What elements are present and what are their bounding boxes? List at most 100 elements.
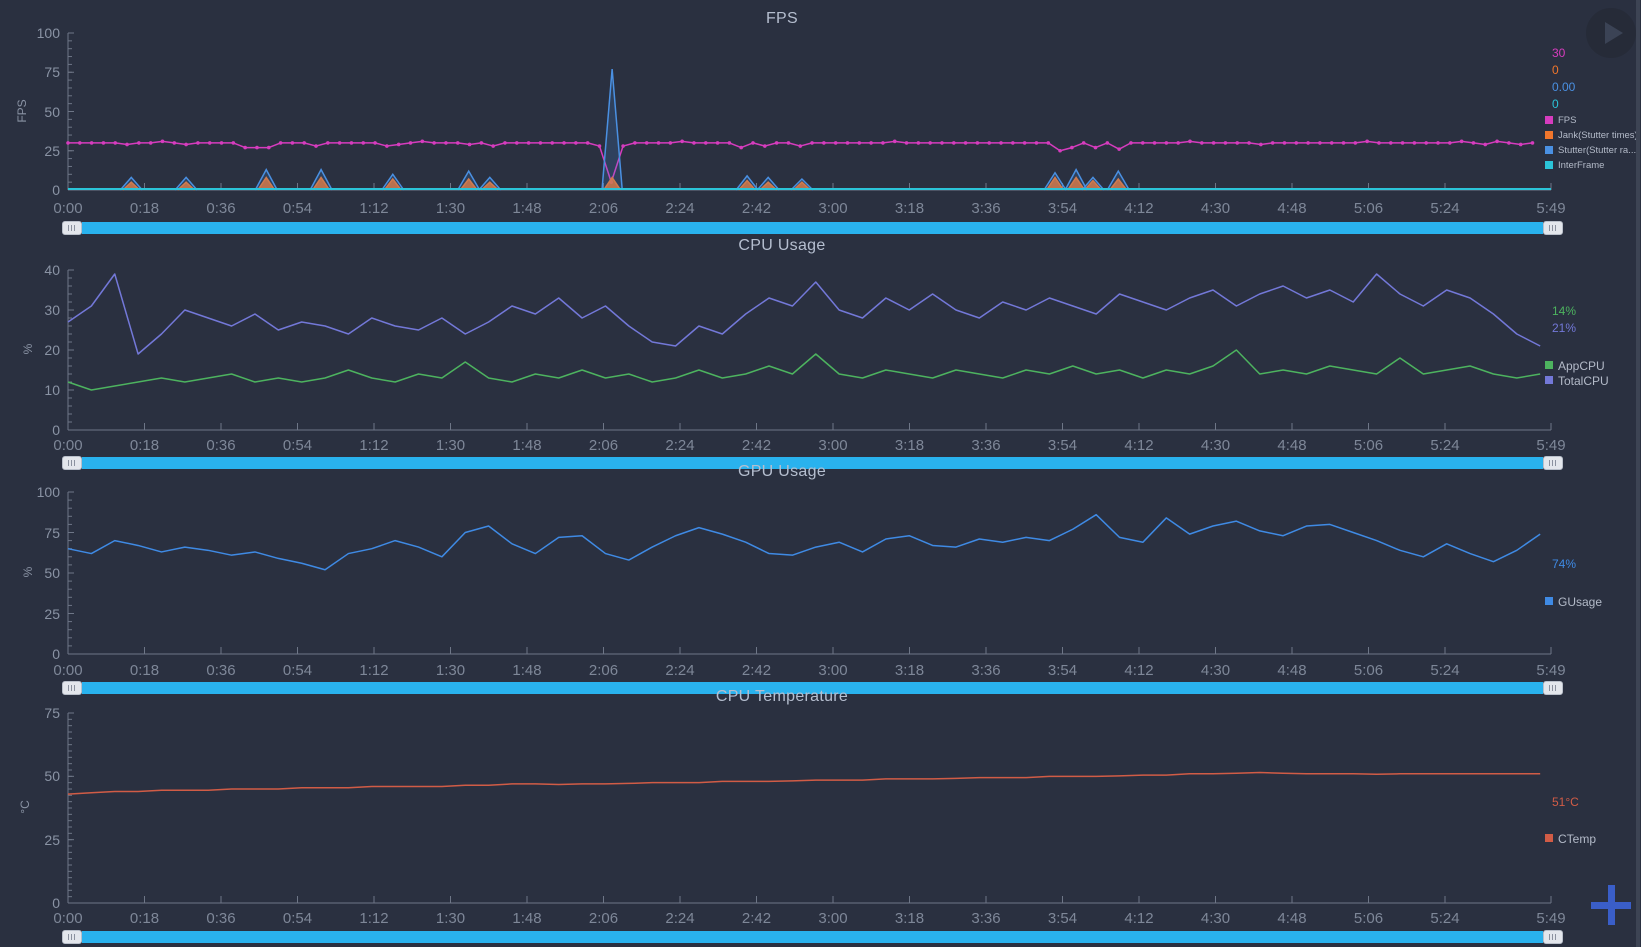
y-tick-label: 25 [44,142,60,159]
y-tick-label: 40 [44,262,60,278]
x-tick-label: 1:48 [512,200,542,217]
x-tick-label: 4:30 [1200,662,1231,679]
x-tick-label: 4:30 [1200,437,1231,454]
x-tick-label: 2:06 [588,200,619,217]
scrollbar-range-bar[interactable] [82,457,1543,469]
x-tick-label: 5:49 [1536,200,1566,217]
x-tick-label: 3:18 [894,662,925,679]
x-tick-label: 3:36 [971,200,1001,217]
temperature-chart-title: CPU Temperature [715,688,849,705]
scrollbar-left-handle[interactable] [62,930,82,944]
scrollbar-left-handle[interactable] [62,456,82,470]
x-tick-label: 3:00 [818,437,848,454]
x-tick-label: 2:42 [741,662,772,679]
y-tick-label: 50 [44,768,60,785]
y-tick-label: 75 [44,64,60,81]
legend-item[interactable]: InterFrame [1545,160,1604,175]
grip-icon [68,225,76,231]
x-tick-label: 1:12 [359,437,389,454]
y-tick-label: 30 [44,302,60,318]
legend-item[interactable]: TotalCPU [1545,373,1609,388]
x-tick-label: 0:36 [206,662,236,679]
x-tick-label: 3:00 [818,200,848,217]
page-scrollbar[interactable] [1636,0,1640,947]
legend-swatch [1545,375,1553,384]
x-tick-label: 1:12 [359,200,389,217]
scrollbar-range-bar[interactable] [82,682,1543,694]
x-tick-label: 0:00 [53,437,83,454]
series-current-value: 0 [1552,63,1559,77]
x-tick-label: 1:48 [512,910,542,927]
x-tick-label: 1:30 [435,437,466,454]
x-tick-label: 4:12 [1124,200,1154,217]
x-tick-label: 0:18 [129,437,160,454]
legend-item[interactable]: GUsage [1545,594,1602,609]
add-chart-button[interactable] [1591,885,1631,925]
grip-icon [1549,225,1557,231]
x-tick-label: 2:42 [741,437,772,454]
play-button[interactable] [1586,8,1636,58]
x-tick-label: 2:06 [588,662,619,679]
x-tick-label: 3:00 [818,662,848,679]
legend-item[interactable]: CTemp [1545,831,1596,846]
scrollbar-range-bar[interactable] [82,931,1543,943]
legend-label: CTemp [1558,831,1597,846]
x-tick-label: 3:54 [1047,437,1078,454]
x-tick-label: 3:18 [894,910,925,927]
x-tick-label: 3:54 [1047,662,1078,679]
fps-time-scrollbar[interactable] [62,221,1563,235]
x-tick-label: 5:24 [1430,910,1460,927]
x-tick-label: 4:30 [1200,200,1231,217]
legend-label: InterFrame [1558,160,1605,171]
scrollbar-range-bar[interactable] [82,222,1543,234]
x-tick-label: 3:36 [971,910,1001,927]
temperature-time-scrollbar[interactable] [62,930,1563,944]
x-tick-label: 0:18 [129,200,160,217]
legend-swatch [1545,596,1553,605]
x-tick-label: 0:36 [206,437,236,454]
legend-item[interactable]: FPS [1545,115,1576,130]
cpu-time-scrollbar[interactable] [62,456,1563,470]
legend-item[interactable]: Jank(Stutter times) [1545,130,1638,145]
x-tick-label: 0:54 [282,910,313,927]
scrollbar-right-handle[interactable] [1543,221,1563,235]
x-tick-label: 2:24 [665,910,695,927]
scrollbar-right-handle[interactable] [1543,681,1563,695]
scrollbar-left-handle[interactable] [62,221,82,235]
legend-label: AppCPU [1558,358,1605,373]
x-tick-label: 5:06 [1353,437,1384,454]
x-tick-label: 2:42 [741,910,772,927]
gpu-chart-title: GPU Usage [737,463,827,480]
series-current-value: 0.00 [1552,80,1576,94]
gpu-time-scrollbar[interactable] [62,681,1563,695]
x-tick-label: 4:48 [1277,662,1307,679]
x-tick-label: 1:30 [435,662,466,679]
x-tick-label: 4:30 [1200,910,1231,927]
legend-item[interactable]: Stutter(Stutter ra... [1545,145,1636,160]
scrollbar-right-handle[interactable] [1543,930,1563,944]
grip-icon [1549,934,1557,940]
x-tick-label: 3:54 [1047,200,1078,217]
x-tick-label: 5:24 [1430,437,1460,454]
x-tick-label: 1:48 [512,662,542,679]
x-tick-label: 3:36 [971,437,1001,454]
legend-item[interactable]: AppCPU [1545,358,1605,373]
x-tick-label: 2:24 [665,200,695,217]
x-tick-label: 4:12 [1124,910,1154,927]
x-tick-label: 5:24 [1430,662,1460,679]
x-tick-label: 0:54 [282,662,313,679]
legend-swatch [1545,130,1553,139]
scrollbar-left-handle[interactable] [62,681,82,695]
series-current-value: 21% [1552,321,1577,335]
y-tick-label: 75 [44,705,60,721]
legend-label: TotalCPU [1558,373,1609,388]
scrollbar-right-handle[interactable] [1543,456,1563,470]
x-tick-label: 1:12 [359,910,389,927]
series-current-value: 14% [1552,304,1577,318]
y-tick-label: 0 [52,182,60,198]
